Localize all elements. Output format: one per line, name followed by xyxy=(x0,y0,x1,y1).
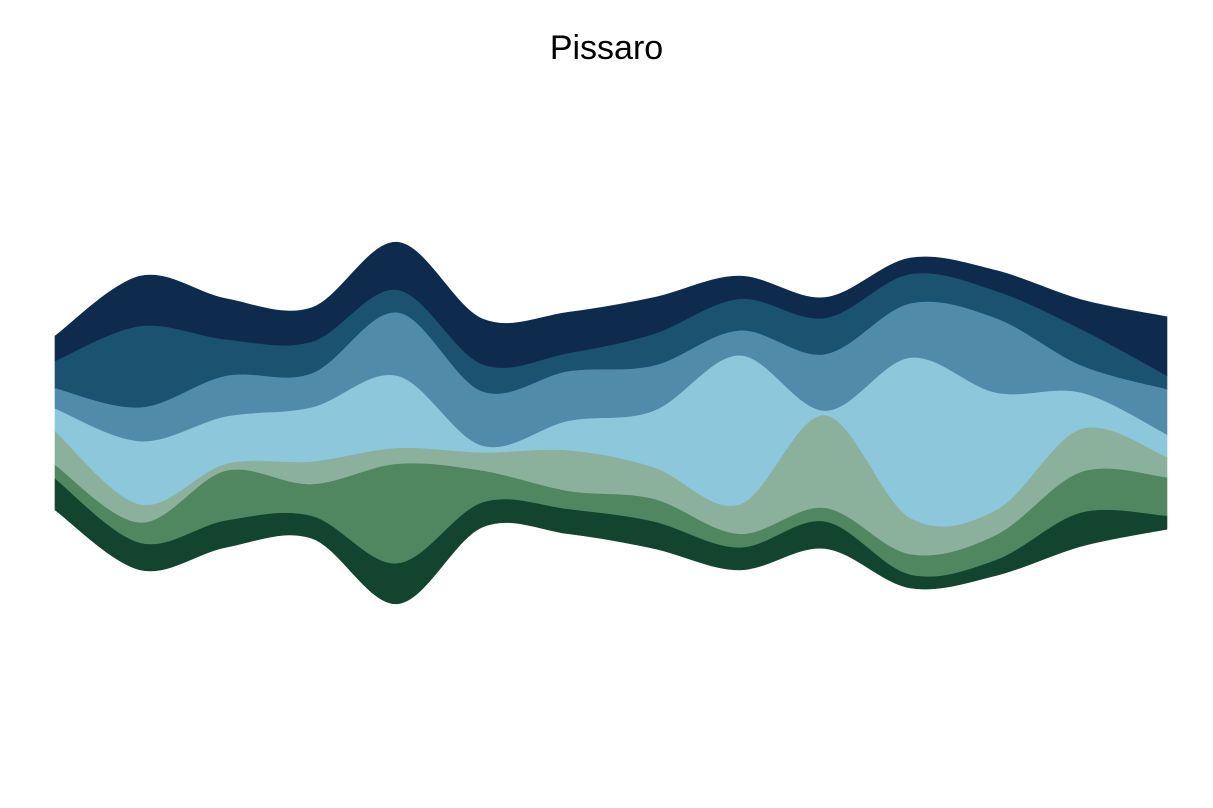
stream-layers xyxy=(54,241,1168,605)
stream-layer-7 xyxy=(54,241,1168,377)
chart-title: Pissaro xyxy=(549,29,664,67)
